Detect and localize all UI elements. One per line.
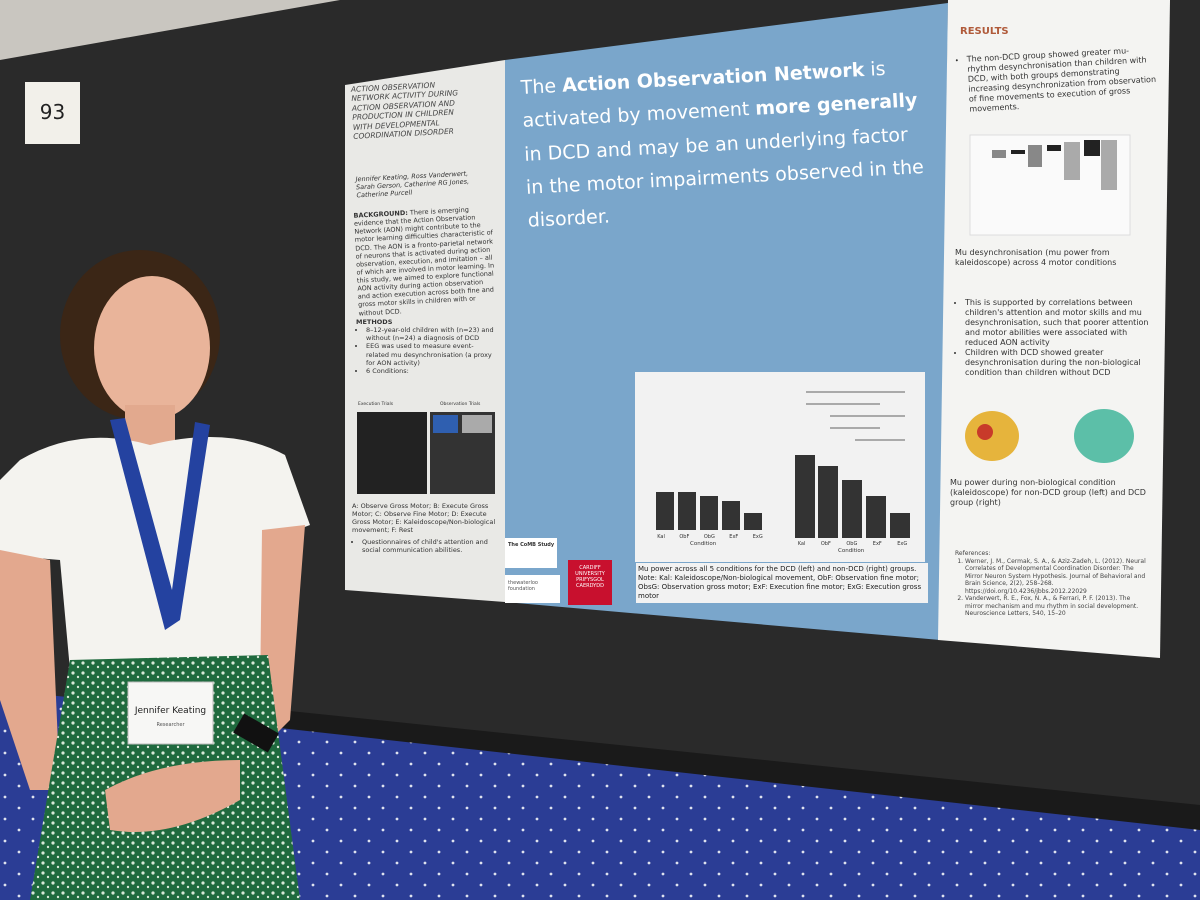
significance-brackets xyxy=(806,391,905,441)
figure-caption: Mu power across all 5 conditions for the… xyxy=(636,563,928,604)
lanyard xyxy=(110,418,210,630)
trial-images xyxy=(357,412,495,494)
methods-item: 8–12-year-old children with (n=23) and w… xyxy=(366,326,496,342)
board-number: 93 xyxy=(39,100,66,124)
x-axis-label: Condition xyxy=(690,541,717,547)
results-heading: RESULTS xyxy=(960,26,1009,37)
arm-right xyxy=(220,525,305,770)
category: ObG xyxy=(703,534,715,540)
number-card xyxy=(25,82,80,144)
category: Kal xyxy=(657,534,665,540)
conditions-note: A: Observe Gross Motor; B: Execute Gross… xyxy=(352,502,496,535)
figure-categories-left: Kal ObF ObG ExF ExG xyxy=(650,534,770,540)
figure-bars xyxy=(656,455,910,538)
headline-part: in DCD and may be an underlying factor i… xyxy=(523,123,925,232)
topo-hotspot xyxy=(977,424,993,440)
category: Kal xyxy=(797,541,806,547)
headline: The Action Observation Network is activa… xyxy=(520,51,928,238)
results-bars xyxy=(992,140,1117,190)
category: ObF xyxy=(679,534,690,540)
questionnaires-item: Questionnaires of child's attention and … xyxy=(362,538,500,554)
trial-label: Observation Trials xyxy=(440,402,481,407)
methods-item: EEG was used to measure event-related mu… xyxy=(366,342,496,366)
questionnaires: Questionnaires of child's attention and … xyxy=(352,538,500,554)
results-points: This is supported by correlations betwee… xyxy=(955,298,1155,378)
reference: Vanderwert, R. E., Fox, N. A., & Ferrari… xyxy=(965,595,1150,618)
category: ExF xyxy=(729,534,739,540)
category: ExF xyxy=(872,541,882,547)
headline-part: The xyxy=(520,74,563,99)
logo-text: CARDIFF UNIVERSITY PRIFYSGOL CAERDYDD xyxy=(575,565,605,589)
figure-categories-right: Kal ObF ObG ExF ExG xyxy=(790,541,915,547)
references-heading: References: xyxy=(955,550,991,557)
topo-map-left xyxy=(965,411,1019,461)
logo-text: The CoMB Study xyxy=(508,542,555,548)
topo-map-right xyxy=(1074,409,1134,463)
results-caption: Mu desynchronisation (mu power from kale… xyxy=(955,248,1117,267)
background-text: There is emerging evidence that the Acti… xyxy=(353,205,495,318)
badge-card xyxy=(127,681,214,745)
arm-left xyxy=(0,550,60,790)
neck xyxy=(125,405,175,445)
results-item: Children with DCD showed greater desynch… xyxy=(965,348,1155,378)
poster-title: ACTION OBSERVATION NETWORK ACTIVITY DURI… xyxy=(350,80,459,141)
results-item: The non-DCD group showed greater mu-rhyt… xyxy=(967,45,1160,115)
face xyxy=(94,276,210,420)
watch xyxy=(233,713,279,753)
category: ExG xyxy=(752,534,763,540)
methods-item: 6 Conditions: xyxy=(366,367,496,375)
background: BACKGROUND: There is emerging evidence t… xyxy=(353,204,498,317)
category: ObF xyxy=(820,541,831,547)
reference: Werner, J. M., Cermak, S. A., & Aziz-Zad… xyxy=(965,558,1150,596)
topo-caption: Mu power during non-biological condition… xyxy=(950,478,1146,507)
methods-heading: METHODS xyxy=(356,318,393,326)
x-axis-label: Condition xyxy=(838,548,865,554)
wall xyxy=(0,0,340,60)
logo-comb xyxy=(505,538,557,568)
badge-name: Jennifer Keating xyxy=(134,706,207,716)
results-point: The non-DCD group showed greater mu-rhyt… xyxy=(957,45,1160,115)
logo-waterloo xyxy=(505,575,560,603)
logo-text: thewaterloo foundation xyxy=(508,580,538,592)
category: ObG xyxy=(846,541,858,547)
trial-label: Execution Trials xyxy=(358,402,394,407)
results-item: This is supported by correlations betwee… xyxy=(965,298,1155,348)
hands xyxy=(105,760,240,832)
headline-bold: more generally xyxy=(754,89,918,120)
logo-cardiff xyxy=(568,560,612,605)
category: ExG xyxy=(897,541,908,547)
methods: METHODS 8–12-year-old children with (n=2… xyxy=(356,318,496,375)
references: References: Werner, J. M., Cermak, S. A.… xyxy=(955,550,1150,618)
board-base xyxy=(280,710,1200,830)
carpet xyxy=(0,690,1200,900)
badge-role: Researcher xyxy=(156,722,185,728)
